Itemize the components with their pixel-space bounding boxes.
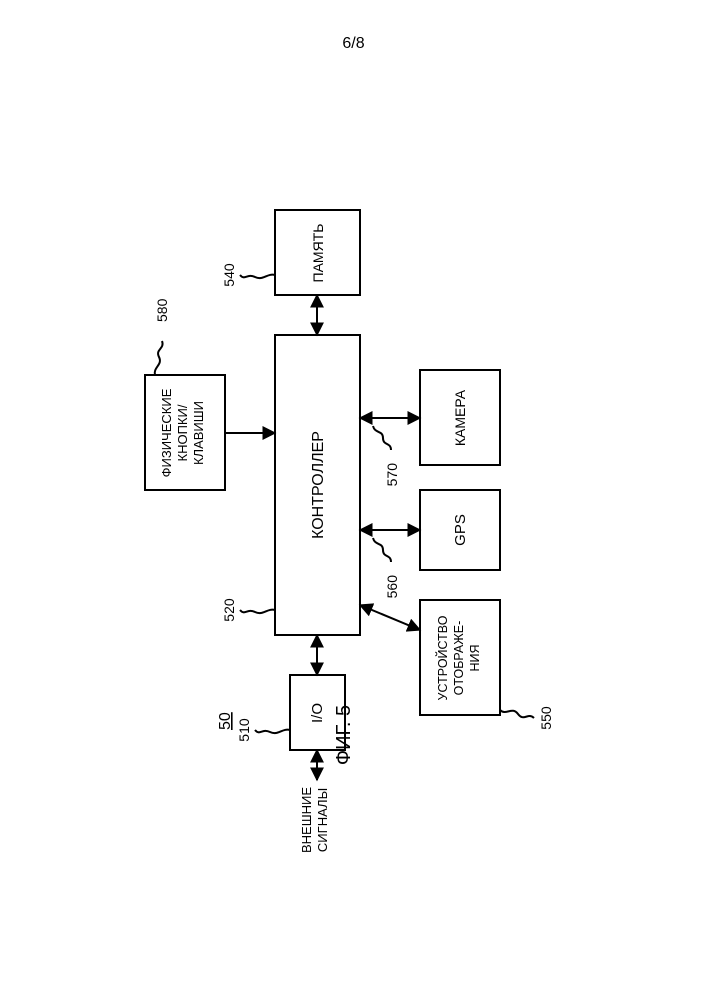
display-l2: ОТОБРАЖЕ-: [452, 621, 466, 696]
keys-l1: ФИЗИЧЕСКИЕ: [159, 388, 174, 477]
camera-ref: 570: [384, 463, 400, 487]
camera-squiggle: [373, 426, 391, 450]
keys-l3: КЛАВИШИ: [191, 401, 206, 465]
ref-main: 50: [217, 712, 234, 730]
controller-ref: 520: [221, 598, 237, 622]
external-signals-l2: СИГНАЛЫ: [315, 788, 330, 852]
display-l3: НИЯ: [468, 644, 482, 671]
external-signals-l1: ВНЕШНИЕ: [299, 787, 314, 853]
keys-l2: КНОПКИ/: [175, 404, 190, 461]
page-number: 6/8: [342, 35, 364, 52]
memory-squiggle: [240, 275, 275, 278]
memory-label: ПАМЯТЬ: [310, 224, 326, 283]
arrow-ctrl-display: [360, 605, 420, 630]
gps-squiggle: [373, 538, 391, 562]
keys-squiggle: [155, 341, 163, 375]
gps-ref: 560: [384, 575, 400, 599]
gps-label: GPS: [452, 514, 469, 546]
memory-ref: 540: [221, 263, 237, 287]
camera-label: КАМЕРА: [452, 389, 468, 446]
io-squiggle: [255, 730, 290, 733]
io-label: I/O: [309, 703, 326, 723]
figure-caption: ФИГ. 5: [333, 705, 355, 765]
controller-squiggle: [240, 610, 275, 613]
controller-label: КОНТРОЛЛЕР: [310, 431, 327, 539]
io-ref: 510: [236, 718, 252, 742]
display-l1: УСТРОЙСТВО: [435, 615, 450, 700]
keys-ref: 580: [154, 298, 170, 322]
display-ref: 550: [538, 706, 554, 730]
diagram-canvas: 6/8 50 ВНЕШНИЕ СИГНАЛЫ I/O 510 КОНТРОЛЛЕ…: [0, 0, 707, 1000]
display-squiggle: [500, 710, 534, 718]
